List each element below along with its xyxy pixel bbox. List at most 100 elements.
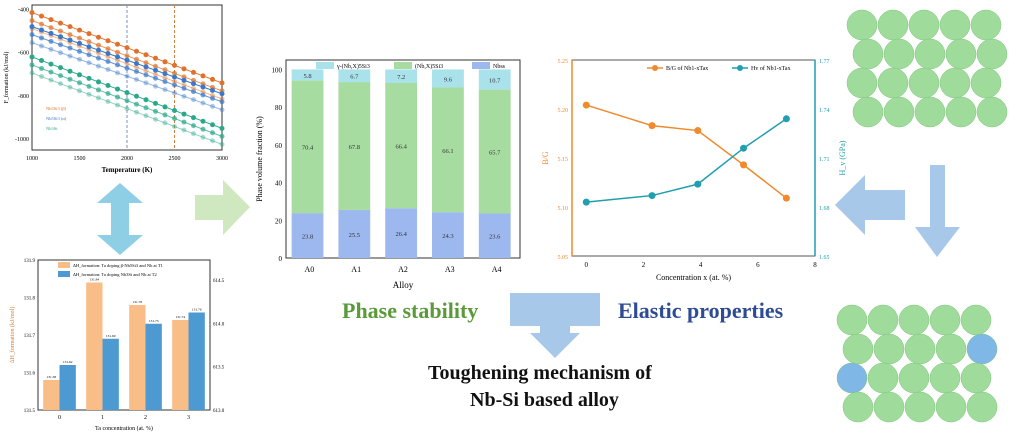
y-tick-label: -600 [18, 51, 29, 57]
data-point [162, 120, 168, 126]
atom [842, 333, 874, 365]
data-point [96, 55, 101, 61]
data-point [143, 113, 149, 119]
data-point [124, 53, 130, 59]
atom [846, 9, 878, 41]
data-point [67, 37, 73, 43]
data-point [200, 92, 206, 98]
data-point [105, 99, 111, 105]
data-point [181, 111, 187, 117]
bar [129, 305, 146, 410]
data-point [582, 101, 590, 109]
data-point [172, 70, 177, 76]
data-point [77, 35, 82, 41]
y-tick-label: 40 [275, 180, 283, 188]
data-point [200, 84, 206, 90]
y-tick-label: 60 [275, 142, 283, 150]
legend-entry: Hv of Nb1-xTax [751, 65, 791, 72]
bar [86, 282, 103, 410]
data-point [191, 69, 196, 75]
data-point [96, 34, 101, 40]
plot-frame [571, 59, 816, 257]
down-arrow-icon [510, 293, 600, 358]
legend-marker [652, 65, 658, 71]
data-point [694, 127, 702, 135]
legend-swatch [394, 62, 412, 69]
data-point [181, 77, 187, 83]
right-y-tick-label: 1.77 [819, 59, 830, 65]
data-point [181, 66, 187, 72]
atom [970, 9, 1002, 41]
y-axis-label: F_formation (kJ/mol) [3, 52, 10, 104]
right-y-tick-label: 613.0 [213, 409, 225, 414]
y-tick-label: 100 [272, 66, 283, 74]
bar-value-label: 24.3 [442, 233, 453, 240]
data-point [39, 43, 44, 49]
data-point [86, 39, 92, 45]
bar-segment [338, 82, 371, 210]
right-y-tick-label: 614.0 [213, 322, 225, 327]
bar-value-label: 131.62 [63, 360, 73, 364]
bar-segment [291, 69, 324, 81]
data-point [172, 82, 177, 88]
legend-swatch [472, 62, 490, 69]
data-point [115, 102, 120, 108]
right-y-tick-label: 1.71 [819, 157, 830, 163]
y-tick-label: 5.15 [558, 157, 569, 163]
x-tick-label: 2000 [121, 156, 133, 162]
data-point [77, 40, 82, 46]
data-point [181, 93, 187, 99]
data-point [124, 61, 130, 67]
data-point [153, 55, 158, 61]
data-point [219, 141, 225, 147]
data-point [153, 75, 158, 81]
atom [873, 391, 905, 423]
data-point [162, 59, 168, 65]
legend-entry: Nb3Si [46, 126, 58, 131]
data-point [105, 50, 111, 56]
y-tick-label: -1000 [15, 137, 29, 143]
data-point [48, 25, 54, 31]
data-point [29, 24, 35, 30]
atom [970, 67, 1002, 99]
data-point [172, 74, 177, 80]
series-line [31, 42, 223, 111]
data-point [105, 46, 111, 52]
data-point [219, 99, 225, 105]
bar-value-label: 65.7 [489, 150, 501, 157]
data-point [172, 78, 177, 84]
y-tick-label: 131.9 [24, 259, 36, 264]
data-point [105, 38, 111, 44]
bar-value-label: 9.6 [444, 76, 453, 83]
x-tick-label: A3 [445, 265, 455, 274]
data-point [77, 48, 82, 54]
y-tick-label: -400 [18, 7, 29, 13]
atom [883, 96, 915, 128]
data-point [77, 27, 82, 33]
right-y-tick-label: 1.65 [819, 255, 830, 261]
data-point [162, 87, 168, 93]
data-point [191, 131, 196, 137]
data-point [96, 95, 101, 101]
data-point [582, 198, 590, 206]
dopant-atom [836, 362, 868, 394]
data-point [105, 66, 111, 72]
data-point [200, 118, 206, 124]
data-point [143, 97, 149, 103]
bar [43, 380, 60, 410]
data-point [153, 116, 158, 122]
data-point [67, 84, 73, 90]
data-point [96, 87, 101, 93]
legend-entry: Nbss [493, 64, 506, 70]
data-point [96, 42, 101, 48]
bar-value-label: 25.5 [349, 232, 360, 239]
atom [898, 304, 930, 336]
data-point [39, 13, 44, 19]
data-point [67, 45, 73, 51]
y-tick-label: 131.8 [24, 297, 36, 302]
data-point [67, 76, 73, 82]
atom [836, 304, 868, 336]
atom [960, 304, 992, 336]
data-point [29, 10, 35, 16]
data-point [219, 125, 225, 131]
